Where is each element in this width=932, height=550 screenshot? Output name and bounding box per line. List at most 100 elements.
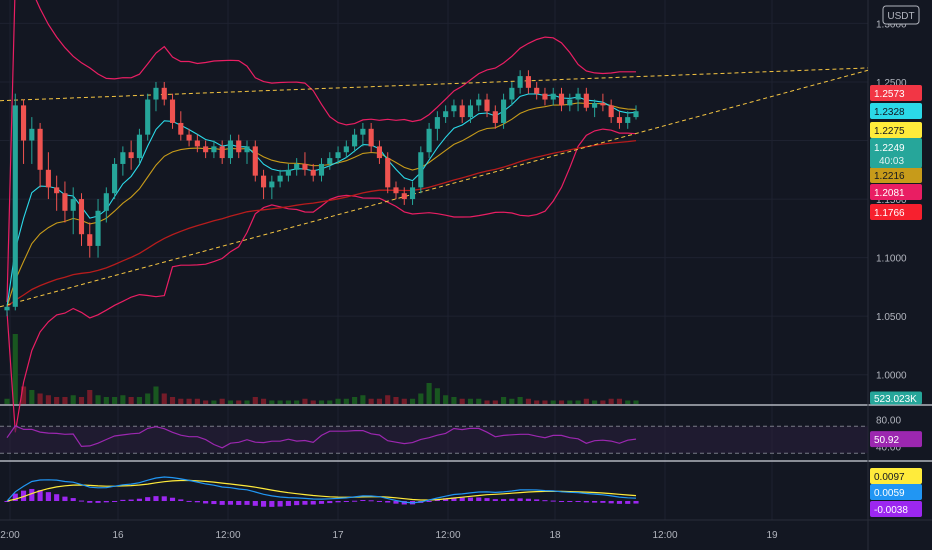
candle: [327, 152, 333, 170]
macd-histogram-bar: [186, 500, 192, 502]
candle-body: [294, 163, 300, 170]
rsi-tick-label: 80.00: [876, 416, 901, 427]
macd-histogram-bar: [376, 500, 382, 502]
candle: [484, 93, 490, 118]
macd-histogram-bar: [558, 501, 565, 502]
candle-body: [310, 169, 316, 176]
price-tag-label: 1.2275: [874, 126, 905, 137]
volume-bar: [575, 400, 581, 404]
macd-histogram-bar: [54, 494, 60, 501]
volume-bar: [509, 398, 515, 404]
candle-body: [575, 93, 581, 100]
volume-bar: [87, 390, 93, 404]
macd-histogram-bar: [401, 501, 407, 505]
candle-body: [360, 128, 366, 135]
candle: [136, 128, 142, 164]
time-tick-label: 12:00: [215, 530, 240, 541]
volume-bar: [145, 393, 151, 404]
time-tick-label: 2:00: [0, 530, 20, 541]
macd-tag-label: 0.0097: [874, 472, 905, 483]
macd-histogram-bar: [616, 501, 623, 504]
time-tick-label: 12:00: [435, 530, 460, 541]
candle: [343, 140, 349, 159]
last-price-label: 1.2249: [874, 143, 905, 154]
candle: [509, 81, 515, 106]
volume-bar: [343, 398, 349, 404]
candle-body: [534, 87, 540, 94]
macd-histogram-bar: [459, 497, 465, 501]
last-price-tag-box: [870, 138, 922, 168]
candle: [385, 152, 391, 194]
candle-body: [219, 146, 225, 159]
volume-bar: [45, 395, 51, 404]
candle: [236, 134, 242, 159]
candle-body: [261, 175, 267, 188]
candle: [12, 93, 18, 311]
candle-body: [376, 146, 382, 159]
candle: [277, 169, 283, 188]
candle-body: [62, 193, 68, 211]
macd-histogram-bar: [426, 501, 432, 502]
macd-histogram-bar: [352, 500, 358, 502]
candle-body: [87, 234, 93, 246]
volume-bar: [434, 388, 440, 404]
candle: [558, 87, 565, 112]
volume-tag-box: [870, 391, 922, 405]
volume-bar: [112, 397, 118, 404]
macd-histogram-bar: [20, 490, 27, 501]
volume-bar: [517, 397, 523, 404]
candle: [600, 93, 606, 112]
price-tag: 1.2328: [870, 103, 922, 119]
support-trendline: [0, 69, 869, 308]
candle-body: [558, 93, 565, 106]
candle: [153, 81, 159, 112]
time-tick-label: 12:00: [652, 530, 677, 541]
macd-tag-label: -0.0038: [874, 505, 908, 516]
volume-bar: [616, 398, 623, 404]
volume-bar: [318, 400, 325, 404]
candle: [29, 117, 35, 164]
volume-bar: [120, 395, 126, 404]
volume-bar: [360, 395, 366, 404]
macd-histogram-bar: [625, 501, 631, 504]
candle: [161, 81, 167, 106]
candle-body: [368, 128, 374, 147]
macd-histogram-bar: [244, 501, 250, 505]
macd-histogram-bar: [45, 492, 51, 501]
volume-bar: [252, 397, 258, 404]
macd-histogram-bar: [542, 500, 548, 502]
macd-histogram-bar: [476, 497, 482, 501]
macd-histogram-bar: [178, 499, 184, 501]
candle-body: [95, 210, 101, 246]
price-tick-label: 1.3000: [876, 19, 907, 30]
bollinger-lower-line: [6, 128, 637, 433]
candle: [550, 87, 556, 106]
candle: [583, 87, 589, 112]
macd-histogram-bar: [145, 497, 151, 501]
macd-tag: -0.0038: [870, 501, 922, 517]
macd-histogram-bar: [29, 488, 35, 501]
volume-bar: [534, 400, 540, 404]
macd-histogram-bar: [153, 496, 159, 501]
candle: [169, 93, 176, 129]
macd-histogram-bar: [78, 500, 85, 502]
time-tick-label: 19: [766, 530, 778, 541]
price-tag-label: 1.2328: [874, 107, 905, 118]
price-tag: 1.2275: [870, 122, 922, 138]
macd-histogram-bar: [517, 498, 523, 501]
macd-histogram-bar: [62, 496, 68, 501]
macd-histogram-bar: [318, 501, 325, 504]
price-tag: 1.1766: [870, 204, 922, 220]
macd-histogram-bar: [393, 501, 399, 504]
candle: [525, 70, 531, 94]
candle: [62, 181, 68, 223]
candle: [376, 140, 382, 164]
macd-histogram-bar: [161, 496, 167, 501]
macd-tag-label: 0.0059: [874, 488, 905, 499]
volume-bar: [103, 397, 109, 404]
volume-bar: [385, 395, 391, 404]
macd-histogram-bar: [575, 501, 581, 502]
candle-body: [335, 152, 341, 159]
price-tag-box: [870, 204, 922, 220]
